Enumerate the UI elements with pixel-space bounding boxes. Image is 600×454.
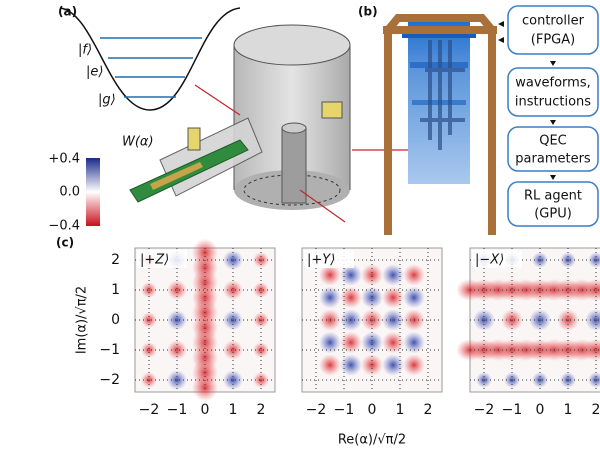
- x-tick-label: 0: [368, 402, 377, 418]
- wigner-blob: [382, 354, 404, 376]
- wigner-blob: [340, 354, 362, 376]
- wigner-blob: [403, 354, 425, 376]
- wigner-blob: [403, 264, 425, 286]
- box-text: waveforms,: [515, 76, 591, 91]
- x-tick-label: −2: [474, 402, 495, 418]
- panel-label: (b): [358, 5, 378, 19]
- x-tick-label: 2: [257, 402, 266, 418]
- colorbar-tick: −0.4: [48, 219, 80, 234]
- x-tick-label: 2: [592, 402, 600, 418]
- x-tick-label: 0: [201, 402, 210, 418]
- plot-title: |−X⟩: [475, 253, 504, 268]
- box-text: controller: [522, 14, 585, 29]
- potential-well: [60, 8, 240, 110]
- x-tick-label: −1: [502, 402, 523, 418]
- x-tick-label: −1: [167, 402, 188, 418]
- x-tick-label: −2: [306, 402, 327, 418]
- y-tick-label: −1: [99, 342, 120, 358]
- plot-title: |+Z⟩: [140, 253, 169, 268]
- fridge: [383, 18, 497, 235]
- wigner-blob: [319, 354, 341, 376]
- x-tick-label: 2: [424, 402, 433, 418]
- x-axis-label: Re(α)/√π/2: [338, 433, 406, 448]
- figure: (a) |f⟩ |e⟩ |g⟩ W(α) +0.4 0.0 −0.4 (b): [0, 0, 600, 454]
- y-tick-label: −2: [99, 372, 120, 388]
- level-label: |e⟩: [86, 65, 103, 80]
- x-tick-label: −2: [139, 402, 160, 418]
- colorbar-tick: 0.0: [59, 185, 80, 200]
- wigner-blob: [382, 309, 404, 331]
- y-tick-label: 0: [111, 312, 120, 328]
- wigner-blob: [361, 332, 383, 354]
- x-tick-label: 1: [396, 402, 405, 418]
- box-text: RL agent: [524, 189, 582, 204]
- wigner-blob: [382, 264, 404, 286]
- wigner-blob: [382, 287, 404, 309]
- level-label: |g⟩: [98, 93, 116, 108]
- x-tick-label: −1: [334, 402, 355, 418]
- y-tick-label: 1: [111, 282, 120, 298]
- x-tick-label: 1: [229, 402, 238, 418]
- x-tick-label: 0: [536, 402, 545, 418]
- wigner-blob: [361, 287, 383, 309]
- box-text: QEC: [539, 134, 567, 149]
- box-text: instructions: [515, 95, 591, 110]
- level-label: |f⟩: [78, 43, 92, 58]
- y-tick-label: 2: [111, 252, 120, 268]
- panel-label: (c): [56, 236, 74, 250]
- wigner-blob: [382, 332, 404, 354]
- plot-title: |+Y⟩: [307, 253, 335, 268]
- wigner-plots: −2 −1 0 1 2 |+Z⟩ −2 −1 0 1 2 |+Y⟩ −2 −1 0 1 2 |−X⟩ 2 1 0 −1 −2: [99, 239, 600, 419]
- cavity: [130, 25, 440, 222]
- panel-label: (a): [58, 5, 77, 19]
- colorbar-label: W(α): [122, 135, 154, 150]
- colorbar: [86, 158, 100, 226]
- box-text: (FPGA): [531, 33, 575, 48]
- colorbar-tick: +0.4: [48, 152, 80, 167]
- y-axis-label: Im(α)/√π/2: [75, 286, 90, 354]
- x-tick-label: 1: [564, 402, 573, 418]
- box-text: (GPU): [534, 207, 572, 222]
- wigner-blob: [361, 264, 383, 286]
- box-text: parameters: [515, 152, 591, 167]
